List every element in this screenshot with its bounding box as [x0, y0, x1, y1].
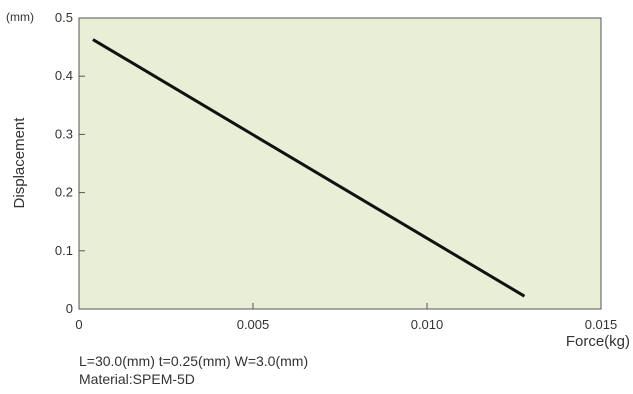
x-axis-label: Force(kg) [566, 333, 630, 350]
y-axis-ticks: 0 0.1 0.2 0.3 0.4 0.5 [55, 10, 85, 316]
x-axis-ticks: 0 0.005 0.010 0.015 [75, 303, 617, 332]
y-tick-label: 0.2 [55, 185, 73, 200]
series-layer [92, 38, 526, 298]
x-tick-label: 0.015 [585, 317, 618, 332]
series-line [92, 38, 526, 298]
y-tick-label: 0.1 [55, 243, 73, 258]
x-tick-label: 0.005 [237, 317, 270, 332]
y-axis-label: Displacement [11, 117, 28, 209]
plot-area [79, 18, 601, 309]
plot-frame [78, 17, 602, 310]
y-tick-label: 0 [66, 301, 73, 316]
y-tick-label: 0.3 [55, 126, 73, 141]
x-tick-label: 0.010 [411, 317, 444, 332]
x-tick-label: 0 [75, 317, 82, 332]
y-axis-unit: (mm) [6, 10, 34, 24]
dimension-note: L=30.0(mm) t=0.25(mm) W=3.0(mm) [79, 353, 309, 369]
y-tick-label: 0.4 [55, 68, 73, 83]
material-note: Material:SPEM-5D [79, 371, 195, 387]
chart-notes: L=30.0(mm) t=0.25(mm) W=3.0(mm) Material… [79, 352, 308, 388]
y-tick-label: 0.5 [55, 10, 73, 25]
